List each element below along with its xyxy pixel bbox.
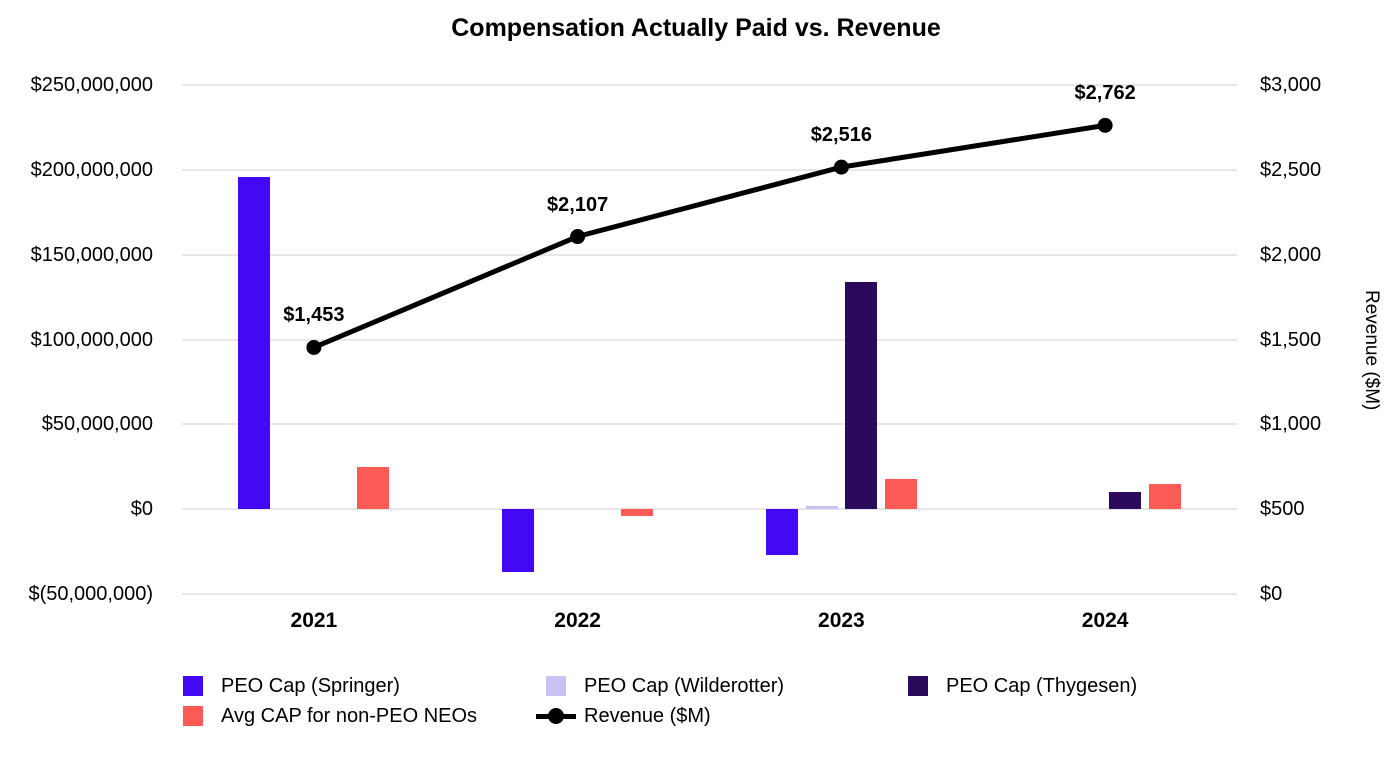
- left-axis-tick-label: $200,000,000: [30, 158, 153, 181]
- gridline: [182, 423, 1237, 426]
- legend-item-peo-cap-thygesen-: PEO Cap (Thygesen): [908, 675, 1137, 697]
- x-axis-year-label: 2022: [554, 609, 601, 632]
- left-axis-tick-label: $(50,000,000): [28, 583, 153, 605]
- legend-label: Revenue ($M): [584, 704, 711, 727]
- revenue-point: [570, 229, 586, 245]
- x-axis-year-label: 2021: [290, 609, 338, 632]
- revenue-point-label: $2,107: [547, 193, 609, 216]
- left-axis-tick-label: $150,000,000: [30, 243, 153, 266]
- revenue-point: [306, 339, 322, 355]
- bar-peo-cap-thygesen-: [845, 281, 878, 510]
- right-axis-tick-label: $0: [1260, 583, 1283, 605]
- revenue-line: [312, 122, 1106, 350]
- right-axis-tick-label: $3,000: [1260, 74, 1322, 96]
- legend-label: PEO Cap (Thygesen): [946, 674, 1138, 697]
- left-axis-tick-label: $250,000,000: [30, 74, 153, 96]
- gridline: [182, 508, 1237, 511]
- left-axis-tick-label: $100,000,000: [30, 328, 153, 351]
- right-axis-tick-label: $2,500: [1260, 158, 1322, 181]
- gridline: [182, 253, 1237, 256]
- x-axis-year-label: 2024: [1081, 609, 1129, 632]
- bar-avg-cap-for-non-peo-neos: [621, 509, 654, 516]
- legend-swatch-icon: [183, 706, 203, 726]
- bar-peo-cap-springer-: [238, 176, 271, 510]
- gridline: [182, 168, 1237, 171]
- legend-item-revenue-m-: Revenue ($M): [536, 705, 711, 727]
- bar-avg-cap-for-non-peo-neos: [1148, 483, 1181, 510]
- left-axis-tick-label: $0: [130, 498, 153, 521]
- left-axis-tick-label: $50,000,000: [41, 413, 153, 436]
- bar-peo-cap-wilderotter-: [805, 505, 838, 510]
- bar-avg-cap-for-non-peo-neos: [357, 466, 390, 510]
- legend-swatch-icon: [183, 676, 203, 696]
- right-axis-title: Revenue ($M): [1361, 289, 1382, 411]
- bar-peo-cap-springer-: [765, 509, 798, 555]
- right-axis-tick-label: $1,500: [1260, 328, 1322, 351]
- legend-swatch-icon: [908, 676, 928, 696]
- legend-label: PEO Cap (Wilderotter): [584, 674, 785, 697]
- revenue-point-label: $2,762: [1074, 82, 1136, 105]
- legend-dot-icon: [548, 708, 564, 724]
- gridline: [182, 593, 1237, 595]
- revenue-point: [833, 159, 849, 175]
- legend-item-avg-cap-for-non-peo-neos: Avg CAP for non-PEO NEOs: [183, 705, 477, 727]
- legend-line-marker-icon: [536, 706, 576, 726]
- right-axis-tick-label: $1,000: [1260, 413, 1322, 436]
- legend-swatch-icon: [546, 676, 566, 696]
- revenue-point-label: $2,516: [810, 124, 872, 147]
- x-axis-year-label: 2023: [818, 609, 865, 632]
- chart-title: Compensation Actually Paid vs. Revenue: [451, 14, 941, 42]
- right-axis-tick-label: $2,000: [1260, 243, 1322, 266]
- legend-item-peo-cap-springer-: PEO Cap (Springer): [183, 675, 400, 697]
- legend-label: Avg CAP for non-PEO NEOs: [221, 704, 478, 727]
- gridline: [182, 338, 1237, 341]
- right-axis-tick-label: $500: [1260, 498, 1305, 521]
- bar-peo-cap-thygesen-: [1108, 492, 1141, 510]
- gridline: [182, 84, 1237, 86]
- revenue-point-label: $1,453: [283, 304, 345, 327]
- bar-avg-cap-for-non-peo-neos: [884, 478, 917, 510]
- legend-label: PEO Cap (Springer): [221, 674, 400, 697]
- revenue-point: [1097, 117, 1113, 133]
- legend-item-peo-cap-wilderotter-: PEO Cap (Wilderotter): [546, 675, 784, 697]
- bar-peo-cap-springer-: [502, 509, 535, 572]
